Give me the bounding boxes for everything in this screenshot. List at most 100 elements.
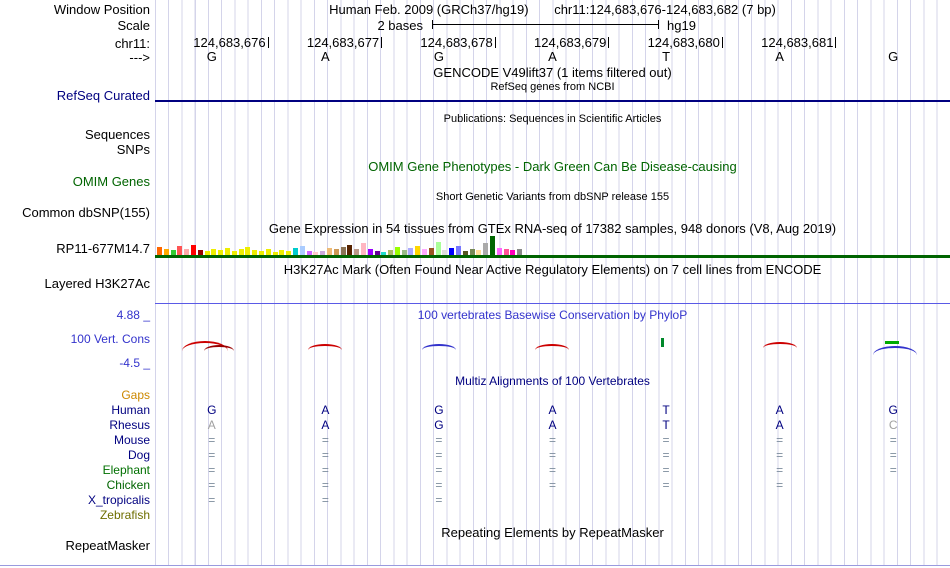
h3k27ac-label: Layered H3K27Ac [44,276,150,291]
gtex-expression-bar [292,248,298,255]
ruler-tick [721,37,723,48]
multiz-cell: A [321,403,330,417]
ruler-base-letter: G [433,49,444,64]
conservation-mark [422,344,456,350]
multiz-cell: A [321,418,330,432]
multiz-species-label: Dog [127,448,150,462]
gtex-expression-bar [347,245,353,255]
ruler-tick [835,37,837,48]
gtex-expression-bar [190,245,196,255]
multiz-cell: G [434,418,444,432]
gtex-expression-bar [326,248,332,255]
ruler-base-letter: T [662,49,671,64]
multiz-species-label: Rhesus [109,418,150,432]
multiz-cell: = [776,433,784,447]
gtex-expression-bar [279,250,285,255]
multiz-species-label: Human [111,403,150,417]
gtex-expression-bar [313,252,319,255]
conservation-mark [763,342,797,348]
gtex-expression-bar [496,248,502,255]
refseq-track-line[interactable] [155,100,950,102]
gtex-expression-bar [435,242,441,255]
strand-arrow-label: ---> [129,50,150,65]
conservation-mark [873,346,917,355]
conservation-mark [182,341,228,351]
ruler-tick [608,37,610,48]
multiz-cell: = [548,448,557,462]
multiz-cell: = [889,433,897,447]
gtex-expression-bar [163,249,169,255]
multiz-cell: C [888,418,898,432]
gtex-expression-bar [218,250,224,255]
gtex-expression-bar [490,236,496,255]
multiz-species-label: Elephant [102,463,150,477]
multiz-cell: A [775,418,784,432]
conservation-max-label: 4.88 _ [116,308,150,322]
ruler-position-label: 124,683,677 [306,35,380,50]
dbsnp-track-title[interactable]: Short Genetic Variants from dbSNP releas… [435,191,670,203]
multiz-cell: A [548,418,557,432]
conservation-mark [204,345,234,351]
multiz-cell: = [548,478,557,492]
multiz-cell: = [208,448,216,462]
multiz-cell: = [321,478,329,492]
track-display-area[interactable]: 124,683,676 124,683,677 124,683,678 124,683… [155,0,950,568]
snps-label: SNPs [116,142,150,157]
omim-track-title[interactable]: OMIM Gene Phenotypes - Dark Green Can Be… [368,159,737,174]
h3k27ac-track-title[interactable]: H3K27Ac Mark (Often Found Near Active Re… [283,262,822,277]
gtex-expression-bar [224,248,230,255]
gtex-expression-bar [306,251,312,255]
ruler-position-label: 124,683,678 [420,35,493,50]
conservation-mark [308,344,342,350]
gtex-expression-bar [476,250,482,255]
gtex-expression-bar [231,251,237,255]
multiz-cell: G [434,403,444,417]
window-position-label: Window Position [53,2,150,17]
gtex-expression-bar [374,251,380,255]
gtex-expression-bar [469,249,475,255]
conservation-track-title[interactable]: 100 vertebrates Basewise Conservation by… [417,308,688,322]
conservation-min-label: -4.5 _ [119,356,150,370]
publications-track-title[interactable]: Publications: Sequences in Scientific Ar… [443,113,662,125]
repeatmasker-track-title[interactable]: Repeating Elements by RepeatMasker [441,525,664,540]
gtex-track-title[interactable]: Gene Expression in 54 tissues from GTEx … [268,221,837,236]
multiz-cell: = [321,433,329,447]
multiz-cell: T [662,418,670,432]
gtex-expression-bar [211,249,217,255]
gtex-expression-bar [286,251,292,255]
track-gridlines [155,0,949,565]
gtex-expression-bar [503,249,509,255]
multiz-species-label: Gaps [121,388,150,402]
gtex-bar-chart[interactable] [157,231,523,255]
gtex-expression-bar [517,249,523,255]
multiz-species-label: X_tropicalis [87,493,150,507]
multiz-track-title[interactable]: Multiz Alignments of 100 Vertebrates [455,374,650,388]
refseq-track-title[interactable]: RefSeq genes from NCBI [490,81,615,93]
multiz-cell: = [435,448,443,462]
gtex-expression-bar [252,250,258,255]
multiz-cell: = [435,463,443,477]
position-text: chr11:124,683,676-124,683,682 (7 bp) [554,2,776,17]
multiz-cell: = [776,478,784,492]
scale-genome: hg19 [667,18,696,33]
multiz-cell: = [208,493,216,507]
ruler-base-letter: G [888,49,899,64]
refseq-curated-label: RefSeq Curated [56,88,150,103]
gtex-expression-bar [157,247,162,255]
gtex-expression-bar [449,248,455,255]
multiz-cell: = [548,433,557,447]
gtex-expression-bar [177,246,183,255]
gtex-expression-bar [401,250,407,255]
multiz-cell: = [776,448,784,462]
scale-value: 2 bases [377,18,423,33]
gtex-expression-bar [238,249,244,255]
gencode-track-title[interactable]: GENCODE V49lift37 (1 items filtered out) [433,65,672,80]
multiz-cell: = [662,448,670,462]
gtex-expression-bar [510,250,516,255]
ruler-base-letter: A [321,49,330,64]
ruler-position-label: 124,683,681 [761,35,834,50]
multiz-cell: = [321,493,329,507]
gtex-gene-line[interactable] [155,255,950,258]
ruler-position-label: 124,683,676 [193,35,266,50]
ruler-tick [494,37,496,48]
